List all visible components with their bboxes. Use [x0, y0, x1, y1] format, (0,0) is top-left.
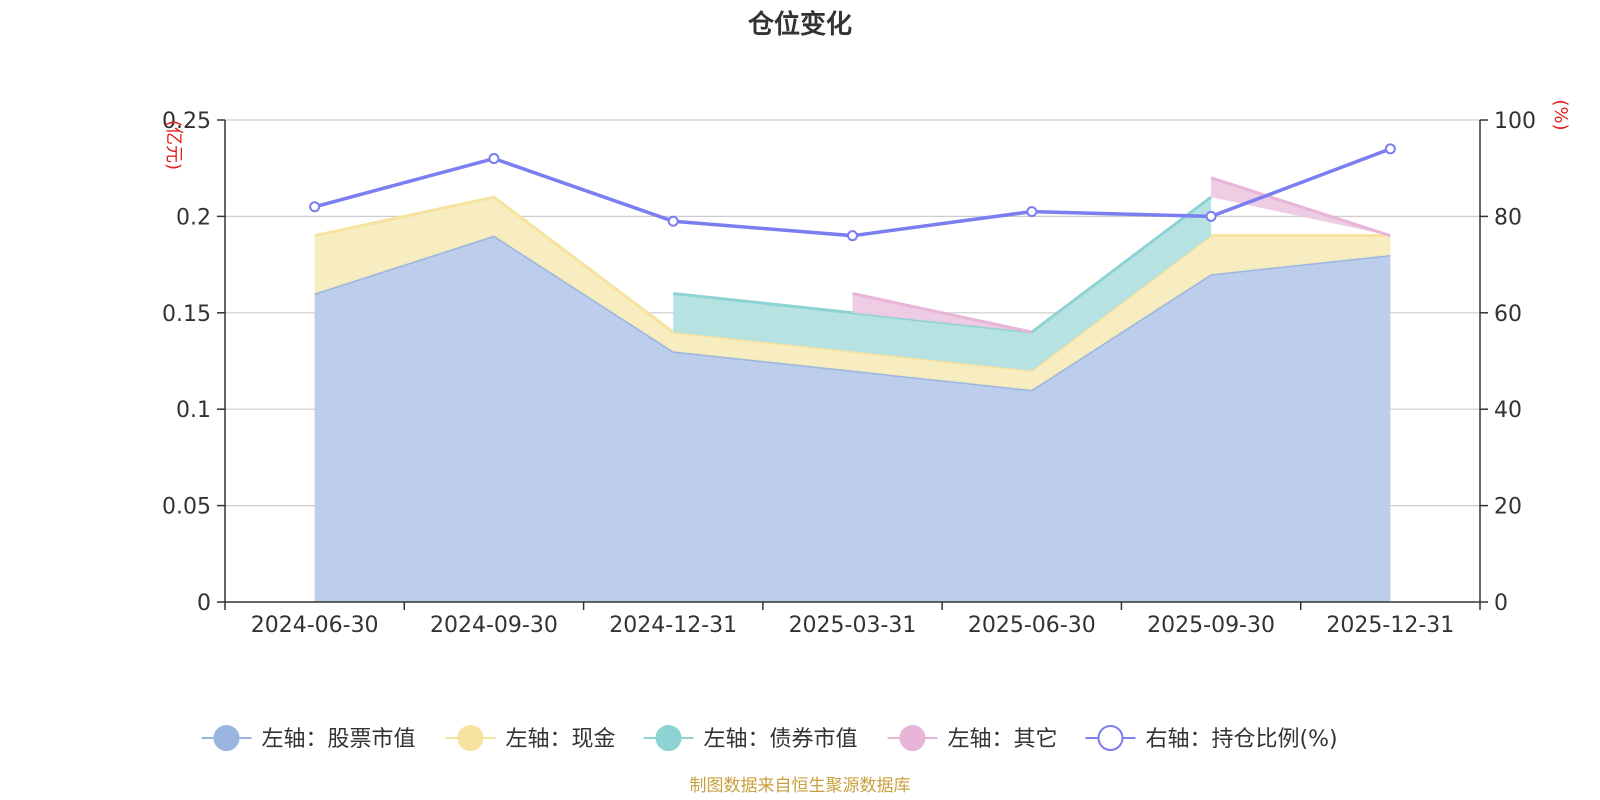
ratio-line	[309, 143, 1396, 242]
x-axis-tick-label: 2025-12-31	[1326, 613, 1454, 638]
legend-item[interactable]: 左轴：债券市值	[643, 725, 858, 752]
legend-marker	[457, 725, 484, 751]
legend-label: 左轴：股票市值	[262, 727, 416, 752]
source-note: 制图数据来自恒生聚源数据库	[690, 776, 911, 796]
x-axis-tick-label: 2025-06-30	[968, 613, 1096, 638]
legend-label: 左轴：现金	[506, 727, 616, 752]
right-axis-tick-label: 80	[1494, 205, 1522, 230]
x-axis-tick-label: 2024-06-30	[251, 613, 379, 638]
legend-marker	[1097, 725, 1124, 751]
ratio-point	[488, 153, 500, 165]
right-axis-tick-label: 40	[1494, 398, 1522, 423]
legend-item[interactable]: 左轴：其它	[887, 725, 1058, 752]
legend-marker	[655, 725, 682, 751]
ratio-point	[1205, 210, 1217, 222]
legend-item[interactable]: 左轴：现金	[445, 725, 616, 752]
left-axis-tick-label: 0	[197, 591, 211, 616]
right-axis-tick-label: 20	[1494, 495, 1522, 520]
left-axis-unit: (亿元)	[163, 120, 184, 170]
legend-label: 左轴：其它	[948, 727, 1058, 752]
legend-marker	[213, 725, 240, 751]
legend: 左轴：股票市值 左轴：现金 左轴：债券市值 左轴：其它 右轴：持仓比例(%)	[201, 725, 1338, 752]
right-axis-tick-label: 0	[1494, 591, 1508, 616]
right-axis-tick-label: 60	[1494, 302, 1522, 327]
area-3	[673, 197, 1212, 371]
left-axis-tick-label: 0.25	[162, 109, 211, 134]
legend-marker	[899, 725, 926, 751]
axes: 0 0.05 0.1 0.15 0.2 0.25 0 20 40 60 80 100 2024-06-3…	[162, 109, 1536, 638]
ratio-point	[1026, 206, 1038, 218]
left-axis-tick-label: 0.05	[162, 495, 211, 520]
left-axis-tick-label: 0.2	[176, 205, 211, 230]
legend-item[interactable]: 右轴：持仓比例(%)	[1085, 725, 1338, 752]
right-axis-unit: (%)	[1550, 99, 1571, 130]
area-edge-4	[852, 292, 1033, 334]
area-edge-4	[1210, 176, 1391, 238]
legend-label: 右轴：持仓比例(%)	[1146, 727, 1338, 752]
area-1	[314, 235, 1391, 602]
ratio-point	[667, 215, 679, 227]
right-axis-tick-label: 100	[1494, 109, 1536, 134]
legend-label: 左轴：债券市值	[704, 727, 858, 752]
ratio-point	[1384, 143, 1396, 155]
left-axis-tick-label: 0.1	[176, 398, 211, 423]
legend-item[interactable]: 左轴：股票市值	[201, 725, 416, 752]
chart-title: 仓位变化	[747, 9, 852, 40]
left-axis-tick-label: 0.15	[162, 302, 211, 327]
x-axis-tick-label: 2025-03-31	[789, 613, 917, 638]
ratio-point	[309, 201, 321, 213]
x-axis-tick-label: 2024-12-31	[609, 613, 737, 638]
x-axis-tick-label: 2024-09-30	[430, 613, 558, 638]
x-axis-tick-label: 2025-09-30	[1147, 613, 1275, 638]
ratio-point	[847, 230, 858, 242]
stacked-areas	[314, 176, 1391, 602]
